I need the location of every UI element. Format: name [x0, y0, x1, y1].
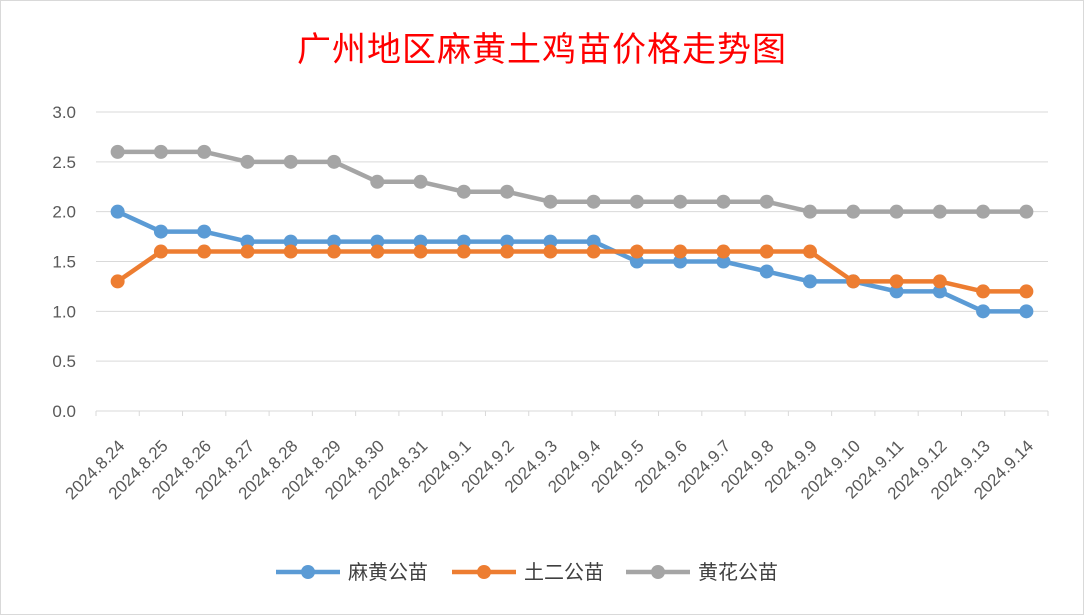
data-point	[759, 244, 774, 259]
data-point	[153, 244, 168, 259]
data-point	[716, 244, 731, 259]
data-point	[283, 234, 298, 249]
data-point	[673, 194, 688, 209]
legend-swatch-marker	[301, 565, 315, 579]
data-point	[629, 194, 644, 209]
y-tick-label: 3.0	[52, 103, 76, 122]
data-point	[846, 274, 861, 289]
y-tick-label: 2.0	[52, 203, 76, 222]
data-point	[456, 184, 471, 199]
data-point	[500, 184, 515, 199]
data-point	[153, 224, 168, 239]
data-point	[153, 144, 168, 159]
data-point	[370, 174, 385, 189]
legend-swatch-marker	[477, 565, 491, 579]
data-point	[370, 234, 385, 249]
data-point	[976, 204, 991, 219]
data-point	[240, 244, 255, 259]
data-point	[456, 234, 471, 249]
data-point	[240, 154, 255, 169]
y-tick-label: 0.0	[52, 402, 76, 421]
data-point	[197, 224, 212, 239]
data-point	[673, 244, 688, 259]
y-tick-label: 1.0	[52, 302, 76, 321]
data-point	[1019, 284, 1034, 299]
data-point	[673, 254, 688, 269]
data-point	[629, 244, 644, 259]
data-point	[803, 204, 817, 219]
data-point	[197, 244, 212, 259]
data-point	[327, 244, 341, 259]
data-point	[889, 204, 904, 219]
data-point	[803, 274, 817, 289]
data-point	[543, 194, 558, 209]
data-point	[283, 244, 298, 259]
data-point	[846, 204, 861, 219]
legend-swatch-marker	[651, 565, 665, 579]
data-point	[586, 244, 601, 259]
series-line-1	[115, 209, 1029, 314]
data-point	[413, 244, 428, 259]
data-point	[543, 234, 558, 249]
chart-title: 广州地区麻黄土鸡苗价格走势图	[297, 30, 787, 70]
data-point	[976, 284, 991, 299]
data-point	[889, 284, 904, 299]
data-point	[327, 234, 341, 249]
data-point	[500, 234, 515, 249]
data-point	[889, 274, 904, 289]
data-point	[586, 234, 601, 249]
data-point	[283, 154, 298, 169]
legend-label: 黄花公苗	[698, 560, 778, 584]
data-point	[110, 204, 125, 219]
y-tick-label: 1.5	[52, 253, 76, 272]
data-point	[932, 274, 947, 289]
series-line-2	[115, 249, 1029, 294]
data-point	[327, 154, 341, 169]
data-point	[629, 254, 644, 269]
data-point	[932, 204, 947, 219]
data-point	[716, 194, 731, 209]
data-point	[240, 234, 255, 249]
legend-label: 土二公苗	[524, 560, 604, 584]
data-point	[370, 244, 385, 259]
data-point	[1019, 304, 1034, 319]
data-point	[932, 284, 947, 299]
data-point	[197, 144, 212, 159]
data-point	[413, 234, 428, 249]
data-point	[803, 244, 817, 259]
legend-label: 麻黄公苗	[348, 560, 428, 584]
y-tick-label: 0.5	[52, 352, 76, 371]
data-point	[759, 194, 774, 209]
data-point	[759, 264, 774, 279]
data-point	[716, 254, 731, 269]
data-point	[976, 304, 991, 319]
data-point	[586, 194, 601, 209]
data-point	[543, 244, 558, 259]
series-line-3	[115, 149, 1029, 214]
data-point	[110, 144, 125, 159]
data-point	[110, 274, 125, 289]
data-point	[500, 244, 515, 259]
data-point	[413, 174, 428, 189]
data-point	[1019, 204, 1034, 219]
data-point	[456, 244, 471, 259]
y-tick-label: 2.5	[52, 153, 76, 172]
